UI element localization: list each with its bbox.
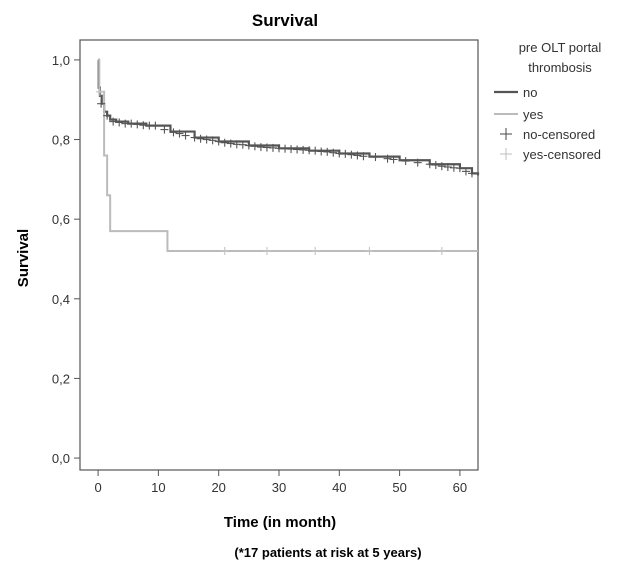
y-axis-label: Survival [15,229,32,287]
no-censored-mark [151,121,160,130]
no-censored-mark [467,169,476,178]
footnote: (*17 patients at risk at 5 years) [234,545,421,560]
yes-censored-mark [95,87,104,96]
no-censored-mark [250,142,259,151]
no-censored-mark [329,148,338,157]
x-tick-label: 20 [211,480,225,495]
no-censored-mark [115,118,124,127]
no-censored-mark [214,137,223,146]
no-censored-mark [133,120,142,129]
x-tick-label: 10 [151,480,165,495]
no-censored-mark [244,141,253,150]
plot-frame [79,39,479,471]
no-censored-mark [323,147,332,156]
no-censored-mark [238,140,247,149]
legend-swatch-no-censored [500,128,512,140]
no-censored-mark [220,138,229,147]
no-censored-mark [175,129,184,138]
no-censored-mark [431,161,440,170]
no-censored-mark [401,157,410,166]
yes-censored-mark [262,247,271,256]
no-censored-mark [202,135,211,144]
y-tick-label: 1,0 [52,53,70,68]
no-censored-mark [371,153,380,162]
survival-curve-no [97,58,480,176]
x-tick-label: 30 [272,480,286,495]
legend: pre OLT portal thrombosis no yes no-censored… [494,40,601,162]
no-censored-mark [413,158,422,167]
legend-label-yes: yes [523,107,544,122]
no-censored-mark [461,167,470,176]
legend-label-yes-censored: yes-censored [523,147,601,162]
y-tick-label: 0,4 [52,292,70,307]
no-censored-mark [353,151,362,160]
no-censored-mark [97,99,106,108]
no-censored-mark [226,139,235,148]
no-censored-mark [103,111,112,120]
yes-censored-mark [365,247,374,256]
yes-censored-mark [220,247,229,256]
y-tick-label: 0,0 [52,451,70,466]
y-tick-label: 0,8 [52,133,70,148]
no-censored-mark [196,134,205,143]
x-tick-label: 40 [332,480,346,495]
no-censored-mark [311,146,320,155]
plot-area: 0,0 0,2 0,4 0,6 0,8 1,0 0 10 20 30 40 50 60 [52,39,480,495]
x-axis-label: Time (in month) [224,514,336,531]
y-tick-label: 0,6 [52,212,70,227]
no-censored-mark [208,136,217,145]
no-censored-mark [437,162,446,171]
yes-censored-mark [437,247,446,256]
yes-censored-mark [311,247,320,256]
x-tick-label: 0 [94,480,101,495]
legend-label-no: no [523,85,537,100]
no-censored-mark [181,131,190,140]
x-tick-label: 60 [453,480,467,495]
no-censored-mark [443,163,452,172]
no-censored-mark [160,125,169,134]
y-tick-label: 0,2 [52,371,70,386]
no-censored-mark [425,160,434,169]
no-censored-mark [109,117,118,126]
legend-swatch-yes-censored [500,148,512,160]
no-censored-mark [169,128,178,137]
legend-label-no-censored: no-censored [523,127,595,142]
no-censored-mark [455,164,464,173]
no-censored-mark [359,152,368,161]
no-censored-mark [341,149,350,158]
no-censored-mark [347,150,356,159]
no-censored-mark [389,155,398,164]
no-censored-mark [383,154,392,163]
chart-title: Survival [252,11,318,30]
x-tick-label: 50 [392,480,406,495]
survival-curve-yes [98,58,478,253]
no-censored-mark [190,133,199,142]
legend-title: pre OLT portal [519,40,602,55]
no-censored-mark [127,119,136,128]
legend-title: thrombosis [528,60,592,75]
